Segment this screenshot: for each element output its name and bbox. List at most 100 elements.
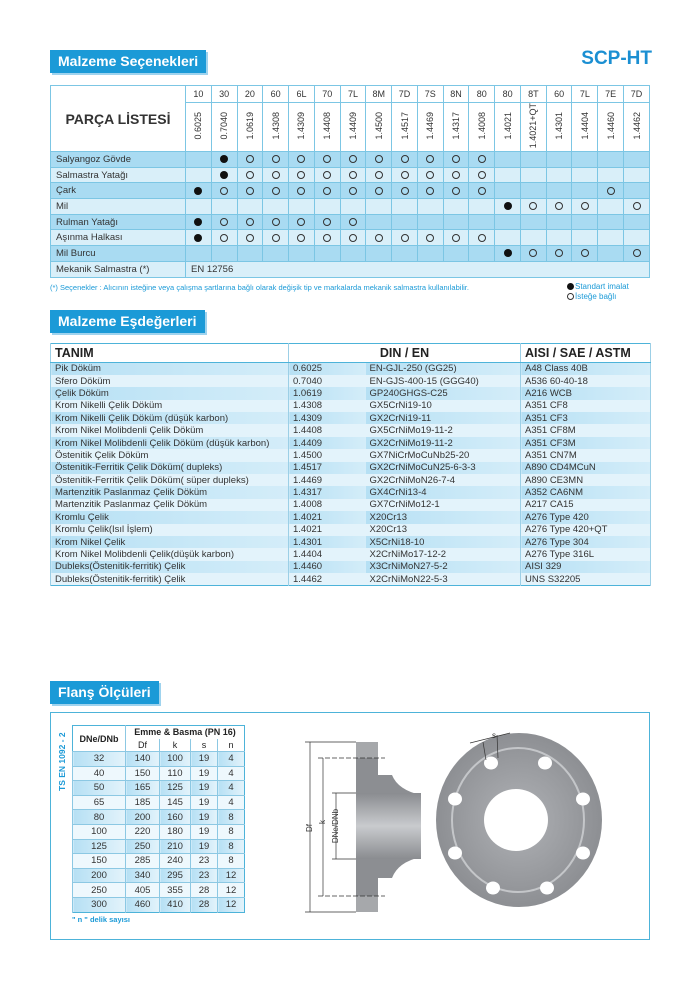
open-circle-icon xyxy=(348,217,357,226)
open-circle-icon xyxy=(426,186,435,195)
materials-footnote: (*) Seçenekler : Alıcının isteğine veya … xyxy=(50,283,469,292)
flange-k: 240 xyxy=(159,853,191,869)
flange-s: 23 xyxy=(190,853,218,869)
material-cell xyxy=(519,166,547,184)
seal-standard: EN 12756 xyxy=(185,260,650,278)
flange-s: 28 xyxy=(190,882,218,898)
astm-equivalent: A351 CF3M xyxy=(520,436,651,450)
open-circle-icon xyxy=(271,155,280,164)
flange-k: 125 xyxy=(159,780,191,796)
flange-k: 355 xyxy=(159,882,191,898)
material-cell xyxy=(468,213,496,231)
din-number: 1.4021 xyxy=(288,523,366,536)
open-circle-icon xyxy=(245,155,254,164)
material-code: 7L xyxy=(571,85,599,103)
flange-s: 19 xyxy=(190,809,218,825)
material-cell xyxy=(313,245,341,262)
din-number: 1.4008 xyxy=(288,498,366,512)
material-cell xyxy=(262,182,290,200)
open-circle-icon xyxy=(374,186,383,195)
material-name: Dubleks(Östenitik-ferritik) Çelik xyxy=(50,560,289,574)
legend-optional: İsteğe bağlı xyxy=(575,292,617,301)
astm-equivalent: A890 CD4MCuN xyxy=(520,461,651,475)
flange-s: 28 xyxy=(190,896,218,913)
table-row: Kromlu Çelik(Isıl İşlem) 1.4021 X20Cr13 A27… xyxy=(50,523,651,536)
open-circle-icon xyxy=(477,170,486,179)
open-circle-icon xyxy=(374,233,383,242)
header-group: Emme & Basma (PN 16) xyxy=(124,725,245,739)
open-circle-icon xyxy=(400,233,409,242)
table-row: 125 250 210 19 8 xyxy=(72,838,245,854)
material-cell xyxy=(185,213,212,231)
material-name: Östenitik-Ferritik Çelik Döküm( süper du… xyxy=(50,474,289,487)
table-row: Mil xyxy=(50,198,650,215)
material-cell xyxy=(442,245,470,262)
en-designation: X5CrNi18-10 xyxy=(365,535,521,549)
df-dimension-label: Df xyxy=(305,823,314,832)
open-circle-icon xyxy=(374,170,383,179)
astm-equivalent: A276 Type 420 xyxy=(520,511,651,524)
open-circle-icon xyxy=(323,233,332,242)
flange-n: 8 xyxy=(216,809,245,825)
open-circle-icon xyxy=(374,155,383,164)
material-name: Pik Döküm xyxy=(50,362,289,375)
material-cell xyxy=(288,151,315,168)
material-number: 1.4308 xyxy=(262,102,290,152)
material-cell xyxy=(545,213,573,231)
astm-equivalent: AISI 329 xyxy=(520,560,651,574)
table-row: Salmastra Yatağı xyxy=(50,166,650,184)
material-cell xyxy=(262,213,290,231)
material-name: Östenitik Çelik Döküm xyxy=(50,449,289,462)
flange-n: 4 xyxy=(216,765,245,781)
open-circle-icon xyxy=(271,186,280,195)
flange-s: 19 xyxy=(190,780,218,796)
material-cell xyxy=(416,245,444,262)
open-circle-icon xyxy=(452,170,461,179)
header-din: DIN / EN xyxy=(288,343,521,363)
flange-k: 100 xyxy=(159,751,191,767)
material-cell xyxy=(494,151,521,168)
astm-equivalent: A276 Type 420+QT xyxy=(520,523,651,536)
astm-equivalent: A351 CF3 xyxy=(520,412,651,425)
en-designation: EN-GJS-400-15 (GGG40) xyxy=(365,374,521,388)
din-number: 1.4317 xyxy=(288,486,366,499)
material-cell xyxy=(571,213,599,231)
part-name: Mekanik Salmastra (*) xyxy=(50,260,186,278)
material-cell xyxy=(597,151,625,168)
flange-df: 165 xyxy=(125,780,160,796)
filled-circle-icon xyxy=(220,170,229,179)
flange-dn: 200 xyxy=(72,867,126,883)
flange-n: 8 xyxy=(216,853,245,869)
header-n: n xyxy=(216,738,245,752)
filled-circle-icon xyxy=(503,202,512,211)
flange-df: 200 xyxy=(125,809,160,825)
header-k: k xyxy=(159,738,191,752)
table-row: Çark xyxy=(50,182,650,200)
open-circle-icon xyxy=(426,170,435,179)
flange-side-view: Df k DNe/DNb xyxy=(305,741,421,913)
table-row: Martenzitik Paslanmaz Çelik Döküm 1.4008 G… xyxy=(50,498,651,512)
material-number: 1.4517 xyxy=(391,102,418,152)
material-cell xyxy=(416,213,444,231)
en-designation: GX7CrNiMo12-1 xyxy=(365,498,521,512)
flange-table: DNe/DNb Emme & Basma (PN 16) Df k s n 32… xyxy=(72,725,246,913)
material-cell xyxy=(623,245,650,262)
flange-n: 4 xyxy=(216,751,245,767)
material-number: 1.4409 xyxy=(339,102,367,152)
material-code: 20 xyxy=(236,85,264,103)
table-row: 65 185 145 19 4 xyxy=(72,794,245,810)
filled-circle-icon xyxy=(194,217,203,226)
material-cell xyxy=(236,245,264,262)
material-cell xyxy=(210,151,238,168)
table-row: 200 340 295 23 12 xyxy=(72,867,245,883)
din-number: 1.4517 xyxy=(288,461,366,475)
material-cell xyxy=(210,198,238,215)
material-cell xyxy=(185,182,212,200)
table-row: Östenitik-Ferritik Çelik Döküm( dupleks)… xyxy=(50,461,651,475)
astm-equivalent: A276 Type 316L xyxy=(520,548,651,561)
material-cell xyxy=(597,198,625,215)
material-number: 1.4460 xyxy=(597,102,625,152)
open-circle-icon xyxy=(323,170,332,179)
din-number: 1.0619 xyxy=(288,387,366,400)
table-row: Çelik Döküm 1.0619 GP240GHGS-C25 A216 WCB xyxy=(50,387,651,400)
